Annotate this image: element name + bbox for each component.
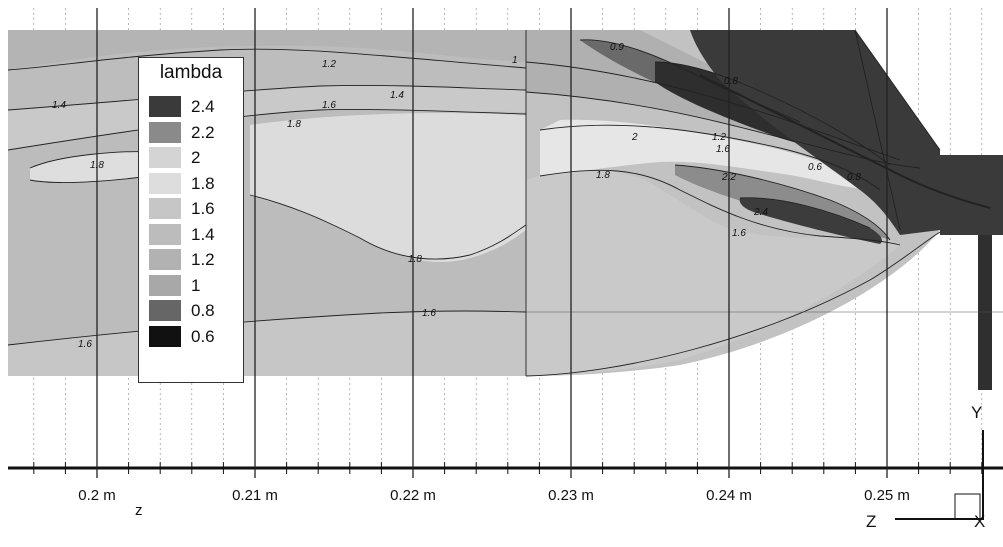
x-tick-label: 0.2 m (78, 487, 116, 504)
contour-label: 1.2 (712, 132, 726, 143)
legend: lambda 2.4 2.2 2 1.8 1.6 1.4 1.2 1 0.8 0.6 (138, 57, 244, 383)
legend-entry: 1.6 (149, 198, 239, 219)
x-tick-label: 0.25 m (864, 487, 910, 504)
x-tick-label: 0.21 m (232, 487, 278, 504)
contour-label: 1.6 (322, 100, 336, 111)
contour-label: 1.6 (716, 144, 730, 155)
legend-label: 2.4 (191, 97, 215, 116)
legend-swatch (149, 249, 181, 270)
contour-label: 1.2 (322, 59, 336, 70)
region-right-lower (526, 169, 900, 376)
legend-swatch (149, 147, 181, 168)
legend-entry: 0.6 (149, 325, 239, 347)
legend-title: lambda (159, 62, 223, 83)
legend-swatch (149, 300, 181, 321)
contour-label: 1.6 (422, 308, 436, 319)
contour-lines (7, 29, 1003, 377)
legend-entry: 1 (149, 274, 239, 296)
legend-entry: 2.4 (149, 96, 239, 117)
region-right-2 (540, 119, 880, 190)
legend-entry: 2.2 (149, 121, 239, 143)
region-18-left (30, 151, 160, 183)
contour-label-layer: 1.2 1 1.4 1.6 1.4 1.8 1.8 1.8 1.6 1.6 0.… (52, 42, 861, 350)
legend-swatch (149, 96, 181, 117)
contour-label: 0.8 (847, 172, 861, 183)
orientation-triad: Y Z X (866, 403, 985, 531)
triad-x-label: X (974, 512, 985, 531)
legend-label: 1.4 (191, 224, 215, 244)
legend-entry: 1.4 (149, 223, 239, 245)
legend-label: 0.6 (191, 326, 215, 346)
contour-label: 1 (512, 55, 518, 66)
legend-swatch (149, 223, 181, 245)
legend-swatch (149, 121, 181, 143)
region-14-band (8, 49, 526, 110)
contour-label: 0.9 (610, 42, 624, 53)
legend-label: 2 (191, 148, 201, 167)
x-tick-label: 0.24 m (706, 487, 752, 504)
legend-swatch (149, 325, 181, 347)
region-18-center (250, 113, 526, 262)
contour-label: 1.8 (408, 254, 422, 265)
region-16-band (8, 85, 526, 150)
legend-label: 1.2 (191, 250, 215, 269)
contour-label: 0.6 (808, 162, 822, 173)
region-top-band (8, 30, 526, 70)
contour-label: 2.2 (721, 172, 736, 183)
legend-entry: 1.2 (149, 249, 239, 270)
contour-label: 1.8 (596, 170, 610, 181)
x-tick-label: 0.22 m (390, 487, 436, 504)
region-24-blob (739, 197, 882, 244)
contour-label: 2.4 (753, 207, 768, 218)
region-lower-band (8, 311, 526, 376)
legend-label: 2.2 (191, 122, 215, 142)
legend-entry: 2 (149, 147, 239, 168)
contour-label: 1.8 (90, 160, 104, 171)
contour-label: 0.8 (724, 76, 738, 87)
x-tick-label: 0.23 m (548, 487, 594, 504)
legend-label: 1.8 (191, 173, 215, 193)
contour-label: 1.8 (287, 119, 301, 130)
legend-entry: 0.8 (149, 300, 239, 321)
region-rod (978, 235, 992, 390)
legend-entry: 1.8 (149, 172, 239, 194)
x-axis-major-ticks: 0.2 m 0.21 m 0.22 m 0.23 m 0.24 m 0.25 m (78, 8, 910, 504)
legend-swatch (149, 198, 181, 219)
legend-label: 0.8 (191, 301, 215, 320)
triad-y-label: Y (971, 403, 982, 422)
contour-label: 2 (631, 132, 638, 143)
contour-label: 1.4 (390, 90, 404, 101)
x-axis: 0.2 m 0.21 m 0.22 m 0.23 m 0.24 m 0.25 m z (8, 8, 1003, 519)
triad-box (954, 493, 981, 520)
contour-label: 1.6 (78, 339, 92, 350)
legend-label: 1 (191, 275, 201, 295)
x-axis-title: z (135, 502, 143, 519)
contour-label: 1.4 (52, 100, 66, 111)
legend-swatch (149, 172, 181, 194)
legend-label: 1.6 (191, 199, 215, 218)
triad-z-label: Z (866, 512, 876, 531)
legend-swatch (149, 274, 181, 296)
contour-label: 1.6 (732, 228, 746, 239)
